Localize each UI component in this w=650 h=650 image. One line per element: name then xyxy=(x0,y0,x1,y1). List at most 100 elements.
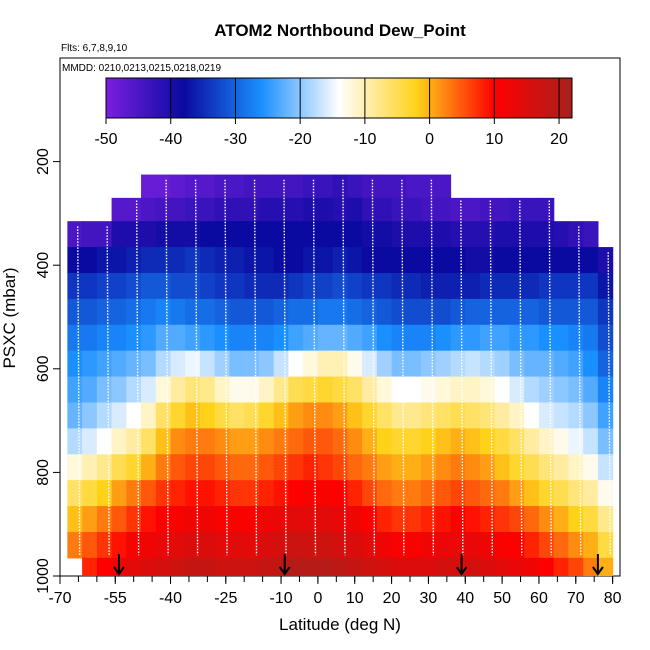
heatmap-cell xyxy=(538,402,555,429)
heatmap-cell xyxy=(303,247,319,274)
heatmap-cell xyxy=(583,531,599,559)
heatmap-cell xyxy=(391,402,407,429)
heatmap-cell xyxy=(524,480,540,507)
heatmap-cell xyxy=(450,324,466,352)
heatmap-cell xyxy=(155,174,172,199)
flight-profile-trace xyxy=(76,226,81,556)
heatmap-cell xyxy=(332,350,348,378)
heatmap-cell xyxy=(229,324,245,352)
heatmap-cell xyxy=(141,531,157,559)
heatmap-cell xyxy=(200,557,216,576)
heatmap-cell xyxy=(421,197,437,222)
heatmap-cell xyxy=(524,557,540,576)
heatmap-cell xyxy=(141,174,157,199)
heatmap-cell xyxy=(214,272,231,300)
heatmap-cell xyxy=(376,557,393,576)
heatmap-cell xyxy=(583,350,599,378)
heatmap-cell xyxy=(465,350,481,378)
heatmap-cell xyxy=(362,557,378,576)
heatmap-cell xyxy=(303,350,319,378)
heatmap-cell xyxy=(597,298,614,326)
heatmap-cell xyxy=(214,376,231,404)
heatmap-cell xyxy=(244,480,260,507)
heatmap-cell xyxy=(583,402,599,429)
heatmap-cell xyxy=(317,376,334,404)
heatmap-cell xyxy=(362,480,378,507)
heatmap-cell xyxy=(229,402,245,429)
heatmap-cell xyxy=(317,247,334,274)
heatmap-cell xyxy=(332,197,348,222)
y-tick-label: 200 xyxy=(35,148,52,175)
heatmap-cell xyxy=(155,557,172,576)
heatmap-cell xyxy=(288,428,304,455)
heatmap-cell xyxy=(229,531,245,559)
heatmap-cell xyxy=(317,454,334,481)
colorbar-tick-label: -50 xyxy=(94,131,117,148)
heatmap-cell xyxy=(185,197,201,222)
heatmap-cell xyxy=(494,531,511,559)
heatmap-cell xyxy=(391,174,407,199)
heatmap-cell xyxy=(347,324,363,352)
heatmap-cell xyxy=(376,506,393,533)
heatmap-cell xyxy=(141,221,157,248)
heatmap-cell xyxy=(450,557,466,576)
heatmap-cell xyxy=(524,298,540,326)
heatmap-cell xyxy=(229,272,245,300)
heatmap-cell xyxy=(538,324,555,352)
heatmap-cell xyxy=(288,480,304,507)
heatmap-cell xyxy=(229,197,245,222)
heatmap-cell xyxy=(362,376,378,404)
heatmap-cell xyxy=(362,428,378,455)
heatmap-cell xyxy=(347,506,363,533)
heatmap-cell xyxy=(450,298,466,326)
heatmap-cell xyxy=(538,221,555,248)
profile-arrow xyxy=(113,554,125,576)
heatmap-cell xyxy=(553,298,570,326)
heatmap-cells xyxy=(67,174,614,576)
heatmap-cell xyxy=(155,247,172,274)
heatmap-cell xyxy=(273,480,290,507)
heatmap-cell xyxy=(435,480,452,507)
heatmap-cell xyxy=(185,221,201,248)
heatmap-cell xyxy=(170,376,186,404)
heatmap-cell xyxy=(303,480,319,507)
heatmap-cell xyxy=(583,298,599,326)
heatmap-cell xyxy=(303,197,319,222)
heatmap-cell xyxy=(170,402,186,429)
heatmap-cell xyxy=(568,557,584,576)
heatmap-cell xyxy=(82,298,98,326)
heatmap-cell xyxy=(406,324,422,352)
heatmap-cell xyxy=(332,402,348,429)
heatmap-cell xyxy=(465,272,481,300)
heatmap-cell xyxy=(494,506,511,533)
heatmap-cell xyxy=(435,428,452,455)
heatmap-cell xyxy=(347,454,363,481)
heatmap-cell xyxy=(391,298,407,326)
heatmap-cell xyxy=(347,298,363,326)
heatmap-cell xyxy=(273,272,290,300)
heatmap-cell xyxy=(480,324,496,352)
heatmap-cell xyxy=(244,454,260,481)
heatmap-cell xyxy=(509,298,525,326)
heatmap-cell xyxy=(214,221,231,248)
heatmap-cell xyxy=(362,506,378,533)
flight-profile-trace xyxy=(578,226,582,556)
flight-profile-trace xyxy=(342,179,346,556)
heatmap-cell xyxy=(82,247,98,274)
heatmap-cell xyxy=(480,376,496,404)
heatmap-cell xyxy=(155,402,172,429)
heatmap-cell xyxy=(111,428,127,455)
heatmap-cell xyxy=(317,531,334,559)
heatmap-cell xyxy=(170,197,186,222)
heatmap-cell xyxy=(126,324,142,352)
heatmap-cell xyxy=(583,247,599,274)
heatmap-cell xyxy=(465,376,481,404)
x-tick-label: 70 xyxy=(567,590,585,607)
heatmap-cell xyxy=(273,174,290,199)
heatmap-cell xyxy=(111,480,127,507)
heatmap-cell xyxy=(258,197,275,222)
heatmap-cell xyxy=(170,247,186,274)
heatmap-cell xyxy=(391,480,407,507)
heatmap-cell xyxy=(391,324,407,352)
